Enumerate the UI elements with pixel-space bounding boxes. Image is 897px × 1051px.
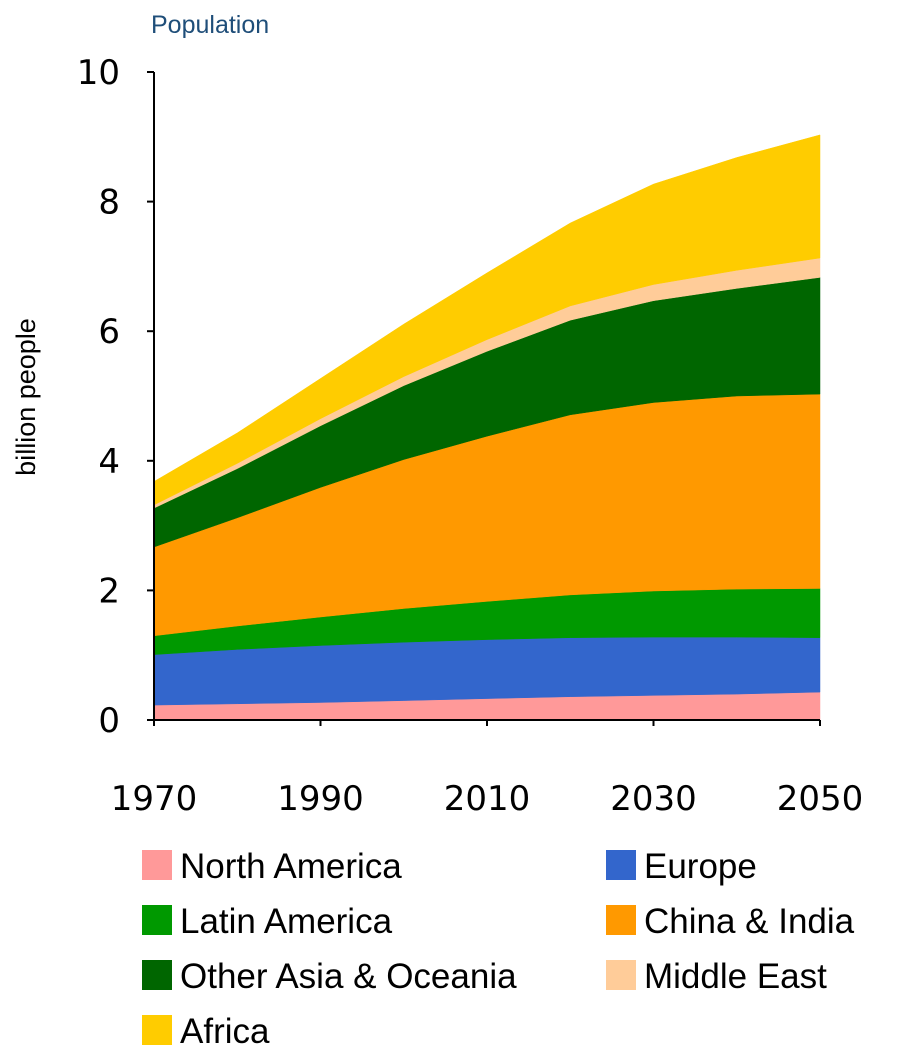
- chart-title: Population: [151, 11, 269, 39]
- y-tick-label: 4: [98, 442, 120, 482]
- legend-label: Latin America: [180, 902, 393, 941]
- legend: North America Europe Latin America China & …: [142, 847, 855, 1051]
- y-axis-label: billion people: [11, 318, 41, 476]
- y-tick-label: 10: [77, 53, 120, 93]
- legend-swatch: [142, 960, 172, 990]
- legend-item-china-and-india: China & India: [606, 902, 855, 941]
- legend-item-north-america: North America: [142, 847, 402, 886]
- legend-label: North America: [180, 847, 402, 886]
- x-tick-label: 1990: [277, 779, 364, 819]
- legend-swatch: [606, 850, 636, 880]
- legend-swatch: [606, 905, 636, 935]
- area-africa: [153, 134, 821, 506]
- legend-swatch: [606, 960, 636, 990]
- legend-label: Europe: [644, 847, 757, 886]
- x-tick-label: 1970: [111, 779, 198, 819]
- legend-item-europe: Europe: [606, 847, 757, 886]
- y-tick-label: 6: [98, 312, 120, 352]
- legend-item-africa: Africa: [142, 1012, 270, 1051]
- area-series-group: [153, 134, 821, 721]
- legend-swatch: [142, 850, 172, 880]
- x-tick-label: 2030: [610, 779, 697, 819]
- y-tick-label: 8: [98, 183, 120, 223]
- legend-swatch: [142, 1015, 172, 1045]
- legend-item-latin-america: Latin America: [142, 902, 393, 941]
- axes-group: 0 2 4 6 8 10 1970 1990 2010 2030 2050: [77, 53, 864, 819]
- y-tick-label: 2: [98, 571, 120, 611]
- legend-label: Other Asia & Oceania: [180, 957, 517, 996]
- x-tick-label: 2010: [444, 779, 531, 819]
- legend-label: Middle East: [644, 957, 827, 996]
- legend-swatch: [142, 905, 172, 935]
- y-tick-label: 0: [98, 701, 120, 741]
- legend-item-middle-east: Middle East: [606, 957, 827, 996]
- legend-label: China & India: [644, 902, 855, 941]
- x-tick-label: 2050: [777, 779, 864, 819]
- legend-item-other-asia-and-oceania: Other Asia & Oceania: [142, 957, 517, 996]
- legend-label: Africa: [180, 1012, 270, 1051]
